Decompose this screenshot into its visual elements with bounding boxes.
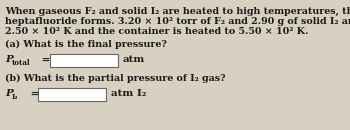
Text: P: P [5,55,13,64]
FancyBboxPatch shape [50,54,118,67]
Text: When gaseous F₂ and solid I₂ are heated to high temperatures, the I₂ sublimes an: When gaseous F₂ and solid I₂ are heated … [5,7,350,16]
Text: (b) What is the partial pressure of I₂ gas?: (b) What is the partial pressure of I₂ g… [5,74,225,83]
Text: 2.50 × 10² K and the container is heated to 5.50 × 10² K.: 2.50 × 10² K and the container is heated… [5,27,308,36]
Text: P: P [5,89,13,98]
Text: I₂: I₂ [12,93,19,101]
Text: heptafluoride forms. 3.20 × 10² torr of F₂ and 2.90 g of solid I₂ are put into a: heptafluoride forms. 3.20 × 10² torr of … [5,17,350,26]
Text: atm I₂: atm I₂ [111,89,146,98]
Text: (a) What is the final pressure?: (a) What is the final pressure? [5,40,167,49]
FancyBboxPatch shape [38,88,106,101]
Text: =: = [27,89,39,98]
Text: atm: atm [123,55,145,64]
Text: =: = [38,55,50,64]
Text: total: total [12,59,31,67]
